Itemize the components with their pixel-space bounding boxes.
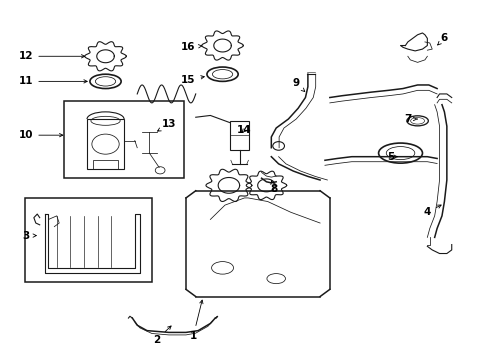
Bar: [87, 119, 124, 169]
Text: 14: 14: [237, 125, 251, 135]
Text: 15: 15: [181, 75, 204, 85]
Text: 13: 13: [157, 120, 176, 131]
Text: 1: 1: [189, 300, 203, 341]
Text: 10: 10: [19, 130, 62, 140]
Text: 2: 2: [153, 326, 171, 345]
Bar: [64, 101, 183, 178]
Text: 5: 5: [386, 152, 397, 162]
Bar: [25, 198, 152, 282]
Text: 9: 9: [291, 78, 304, 91]
Text: 12: 12: [19, 51, 84, 61]
Text: 6: 6: [437, 33, 447, 45]
Text: 11: 11: [19, 76, 87, 86]
Bar: [93, 160, 118, 169]
Text: 7: 7: [404, 114, 416, 124]
Text: 16: 16: [181, 42, 202, 52]
Bar: [229, 121, 249, 149]
Text: 8: 8: [269, 181, 277, 194]
Text: 3: 3: [22, 231, 36, 240]
Text: 4: 4: [423, 205, 440, 217]
